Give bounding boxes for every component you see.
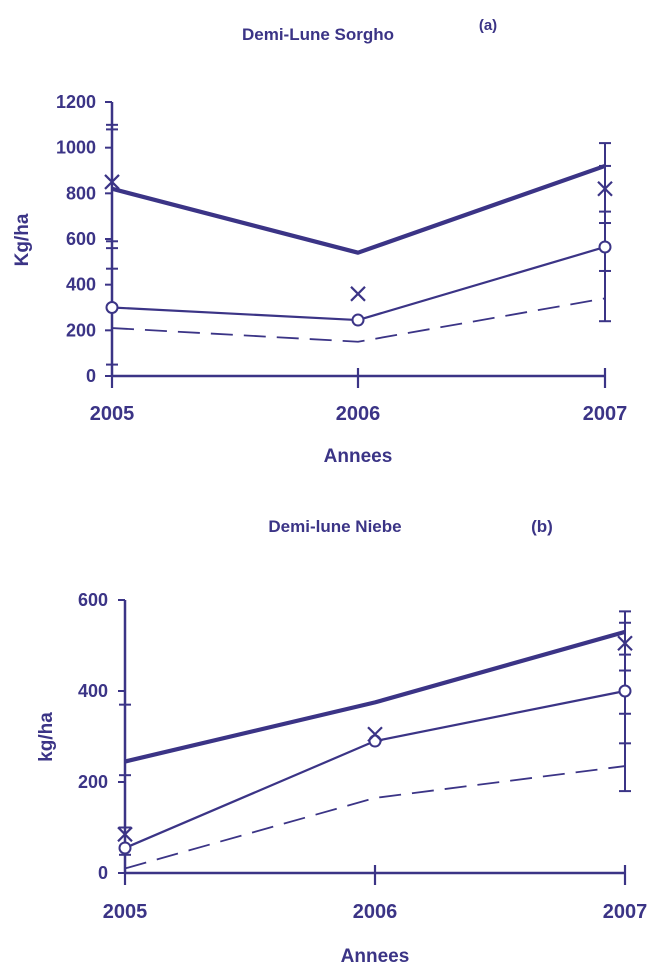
chart-b-series-1-point — [118, 841, 132, 855]
chart-a-series-3-point — [104, 174, 120, 190]
chart-a-xlabel: Annees — [324, 446, 393, 467]
chart-b-ylabel: kg/ha — [36, 712, 57, 762]
chart-b-y-tick-label: 200 — [78, 772, 108, 792]
chart-a-y-tick-label: 1000 — [56, 138, 96, 158]
chart-b-x-tick-label: 2006 — [353, 901, 398, 923]
chart-b-series-1-point — [618, 684, 632, 698]
chart-b-series-3-point — [117, 826, 133, 843]
chart-b-series-3-point — [367, 726, 383, 743]
chart-a-y-tick-label: 400 — [66, 275, 96, 295]
chart-b-series-0-line — [124, 629, 626, 764]
chart-a-series-2-line — [111, 297, 606, 343]
chart-b-title: Demi-lune Niebe — [268, 517, 401, 536]
chart-a-series-3-point — [350, 286, 366, 302]
chart-a-panel-label: (a) — [479, 17, 497, 34]
chart-b-y-tick-label: 0 — [98, 863, 108, 883]
chart-b-niebe: Demi-lune Niebe (b) Annees kg/ha 0 200 400… — [36, 517, 647, 965]
chart-a-x-tick-label: 2007 — [583, 403, 628, 425]
chart-a-title: Demi-Lune Sorgho — [242, 25, 394, 44]
chart-b-y-tick-label: 600 — [78, 590, 108, 610]
chart-a-x-tick-label: 2006 — [336, 403, 381, 425]
chart-a-series-0-line — [111, 163, 606, 255]
chart-a-series-1-point — [351, 313, 365, 327]
chart-a-sorgho: Demi-Lune Sorgho (a) Annees Kg/ha 0 200 40… — [12, 17, 627, 467]
chart-a-x-tick-label: 2005 — [90, 403, 135, 425]
chart-a-series-3-point — [597, 180, 613, 197]
chart-a-series-1-line — [111, 245, 606, 322]
chart-a-series-1-point — [105, 301, 119, 314]
chart-a-y-tick-label: 600 — [66, 229, 96, 249]
chart-a-y-tick-label: 1200 — [56, 92, 96, 112]
chart-a-y-tick-label: 0 — [86, 366, 96, 386]
chart-b-series-1-line — [124, 689, 626, 849]
chart-a-y-tick-label: 200 — [66, 320, 96, 340]
chart-a-ylabel: Kg/ha — [12, 213, 33, 266]
chart-b-x-tick-label: 2007 — [603, 901, 648, 923]
chart-b-series-2-line — [124, 765, 626, 870]
chart-a-series-1-point — [598, 240, 612, 254]
chart-b-x-tick-label: 2005 — [103, 901, 148, 923]
chart-a-y-tick-label: 800 — [66, 183, 96, 203]
chart-b-y-tick-label: 400 — [78, 681, 108, 701]
chart-b-series-3-point — [617, 635, 633, 652]
chart-b-panel-label: (b) — [531, 517, 553, 536]
chart-b-xlabel: Annees — [341, 946, 410, 965]
